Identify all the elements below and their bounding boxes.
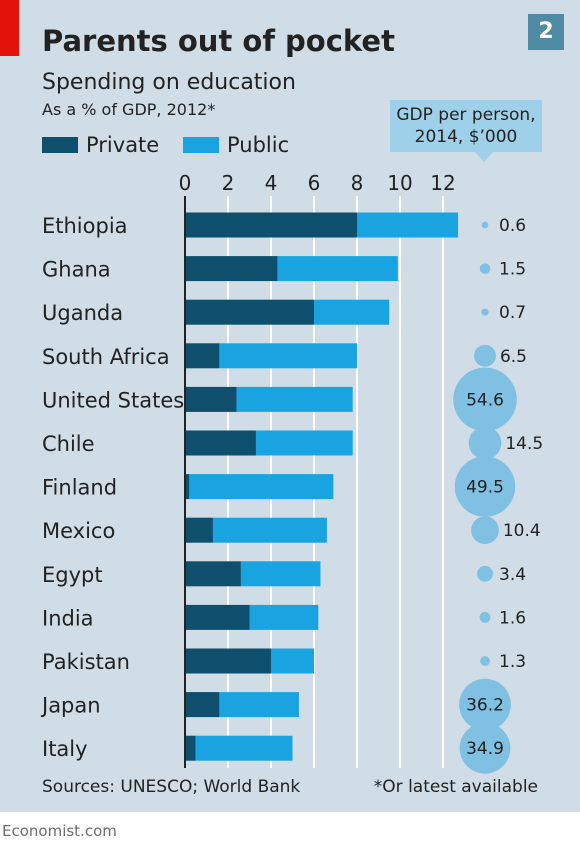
category-label-ethiopia: Ethiopia <box>42 214 128 238</box>
bar-public-egypt <box>240 561 321 587</box>
x-tick-label-8: 8 <box>351 171 364 195</box>
gdp-value-label-south-africa: 6.5 <box>500 347 527 367</box>
bar-public-japan <box>219 692 299 718</box>
category-label-chile: Chile <box>42 432 95 456</box>
bar-private-mexico <box>185 517 213 543</box>
bar-public-united-states <box>236 386 353 412</box>
category-label-uganda: Uganda <box>42 301 123 325</box>
bar-private-ghana <box>185 256 278 282</box>
gdp-value-label-egypt: 3.4 <box>499 565 526 585</box>
gdp-value-label-uganda: 0.7 <box>499 303 526 323</box>
gdp-value-label-india: 1.6 <box>499 608 526 628</box>
legend-public-label: Public <box>227 133 290 157</box>
bar-private-united-states <box>185 386 237 412</box>
category-label-italy: Italy <box>42 737 88 761</box>
gdp-bubble-ghana <box>479 263 491 274</box>
bar-public-mexico <box>212 517 327 543</box>
gdp-bubble-finland <box>454 456 516 517</box>
gdp-value-label-united-states: 54.6 <box>466 390 504 410</box>
bar-public-chile <box>255 430 353 456</box>
gdp-value-label-japan: 36.2 <box>466 696 504 716</box>
gdp-bubble-japan <box>459 678 511 731</box>
x-tick-label-6: 6 <box>308 171 321 195</box>
legend-private-swatch <box>42 137 78 153</box>
gdp-bubble-india <box>479 611 491 623</box>
chart-unit-note: As a % of GDP, 2012* <box>42 100 216 119</box>
x-tick-label-12: 12 <box>430 171 455 195</box>
category-label-united-states: United States <box>42 388 184 412</box>
brand-red-tab <box>0 0 19 56</box>
gdp-header-pointer <box>475 152 493 162</box>
x-tick-label-0: 0 <box>179 171 192 195</box>
gdp-bubble-egypt <box>477 565 493 582</box>
gdp-bubble-uganda <box>481 308 489 316</box>
bar-public-india <box>249 604 319 630</box>
category-label-india: India <box>42 606 94 630</box>
x-tick-label-10: 10 <box>387 171 412 195</box>
gdp-bubble-ethiopia <box>481 221 489 229</box>
category-label-south-africa: South Africa <box>42 345 170 369</box>
bar-private-pakistan <box>185 648 271 674</box>
gdp-value-label-finland: 49.5 <box>466 478 504 498</box>
bar-private-egypt <box>185 561 241 587</box>
category-label-finland: Finland <box>42 476 117 500</box>
gdp-per-person-header: GDP per person, 2014, $’000 <box>390 100 542 152</box>
category-label-japan: Japan <box>40 694 101 718</box>
bar-private-south-africa <box>185 343 220 369</box>
bar-private-india <box>185 604 250 630</box>
bar-public-south-africa <box>219 343 357 369</box>
chart-subtitle: Spending on education <box>42 70 296 95</box>
bar-private-japan <box>185 692 220 718</box>
x-tick-label-2: 2 <box>222 171 235 195</box>
gdp-bubble-mexico <box>471 516 499 545</box>
chart-number-badge: 2 <box>528 14 564 50</box>
gdp-header-line2: 2014, $’000 <box>414 127 518 147</box>
bar-public-ghana <box>277 256 398 282</box>
chart-sources: Sources: UNESCO; World Bank <box>42 777 301 797</box>
bar-private-ethiopia <box>185 212 357 238</box>
legend-public: Public <box>183 133 289 157</box>
x-tick-label-4: 4 <box>265 171 278 195</box>
gdp-value-label-mexico: 10.4 <box>503 521 541 541</box>
gdp-value-label-pakistan: 1.3 <box>499 652 526 672</box>
bar-public-pakistan <box>271 648 314 674</box>
category-label-egypt: Egypt <box>42 563 103 587</box>
bar-private-chile <box>185 430 256 456</box>
category-label-ghana: Ghana <box>42 258 111 282</box>
gdp-bubble-italy <box>459 722 511 774</box>
bar-public-uganda <box>314 299 390 325</box>
brand-credit: Economist.com <box>2 822 117 840</box>
legend-private: Private <box>42 133 159 157</box>
bar-chart: 0 2 4 6 8 10 12 Ethiopia 0.6 Ghana 1.5 Uganda 0.7 Sou… <box>40 171 543 774</box>
gdp-value-label-ethiopia: 0.6 <box>499 216 526 236</box>
gdp-bubble-south-africa <box>474 344 496 367</box>
bar-private-uganda <box>185 299 314 325</box>
gdp-bubble-pakistan <box>480 656 490 666</box>
gdp-value-label-ghana: 1.5 <box>499 260 526 280</box>
bar-public-italy <box>195 735 293 761</box>
gdp-bubble-united-states <box>453 367 517 432</box>
gdp-bubble-chile <box>468 426 502 460</box>
bar-public-finland <box>189 474 334 500</box>
chart-title: Parents out of pocket <box>42 24 395 58</box>
gdp-value-label-chile: 14.5 <box>505 434 543 454</box>
chart-footnote: *Or latest available <box>373 777 538 797</box>
legend-public-swatch <box>183 137 219 153</box>
bar-private-finland <box>185 474 190 500</box>
bar-private-italy <box>185 735 196 761</box>
category-label-pakistan: Pakistan <box>42 650 130 674</box>
gdp-value-label-italy: 34.9 <box>466 739 504 759</box>
gdp-header-line1: GDP per person, <box>396 105 536 125</box>
category-label-mexico: Mexico <box>42 519 115 543</box>
bar-public-ethiopia <box>357 212 459 238</box>
legend-private-label: Private <box>86 133 160 157</box>
